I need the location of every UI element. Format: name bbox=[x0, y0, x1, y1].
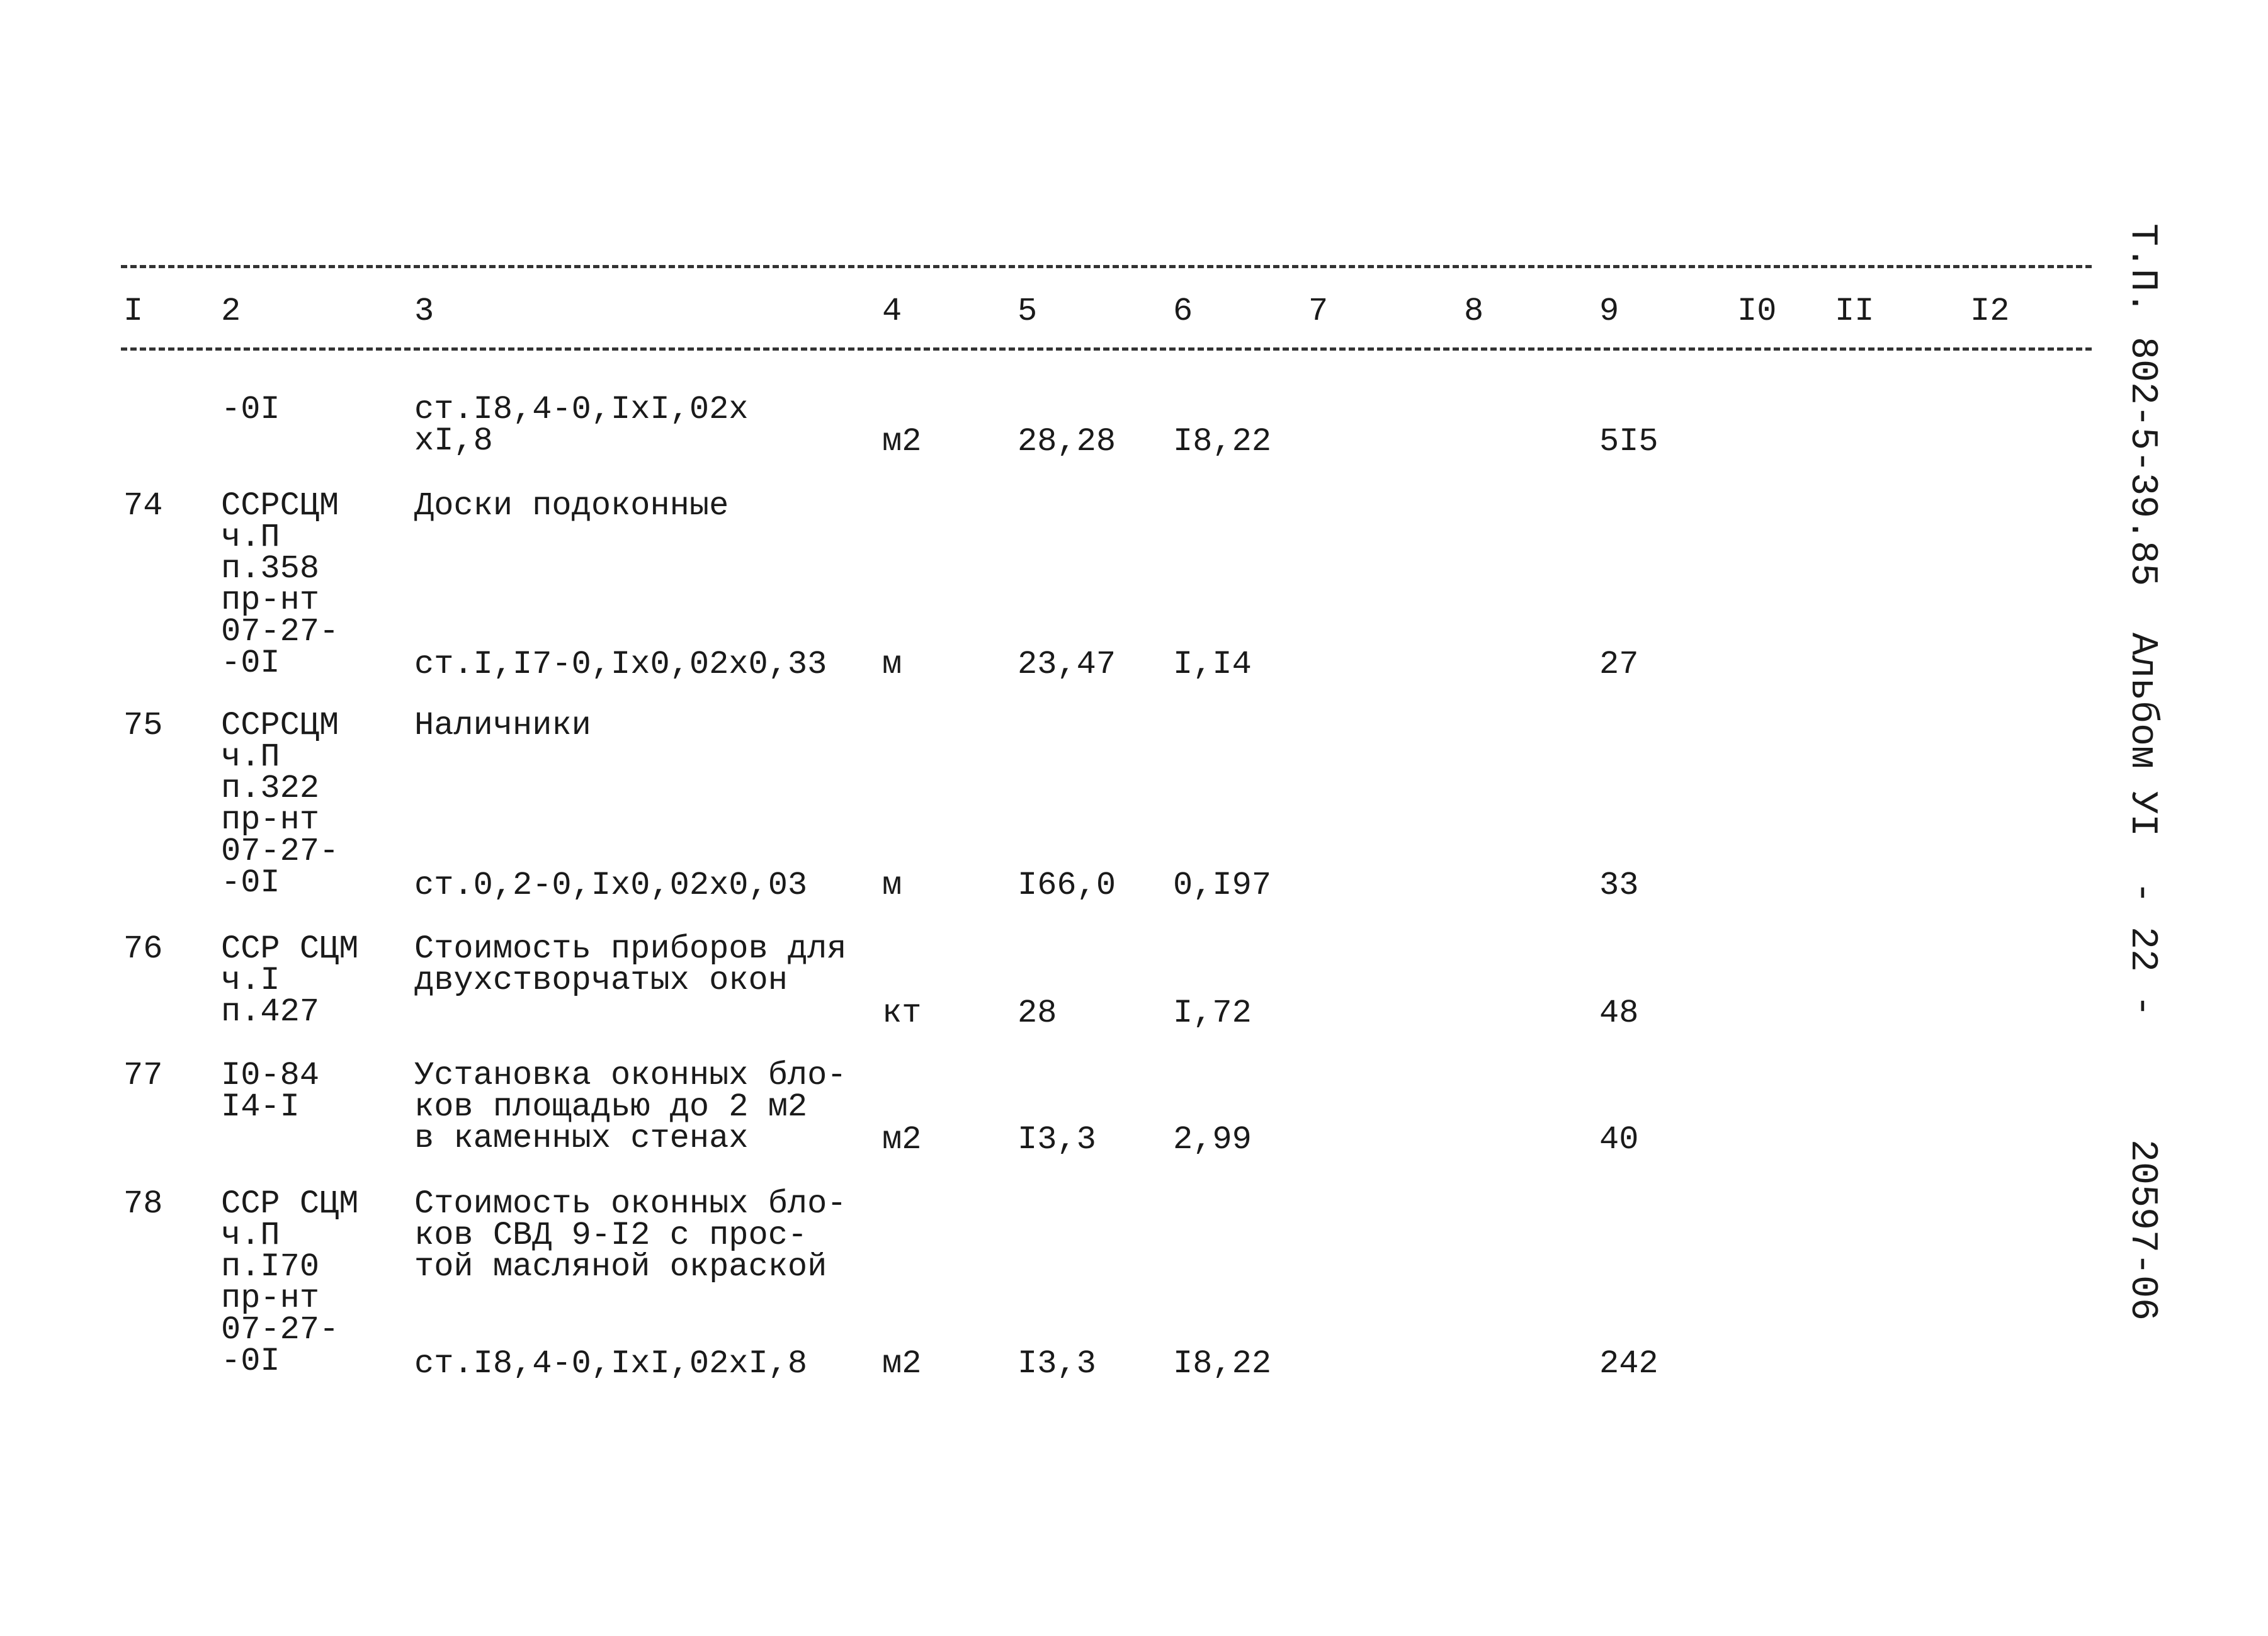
header-bottom-rule bbox=[121, 347, 2092, 351]
row-reference: ССР СЦМ ч.I п.427 bbox=[221, 930, 359, 1030]
row-unit-price: I,I4 bbox=[1173, 646, 1252, 683]
row-reference: ССРСЦМ ч.П п.358 пр-нт 07-27- -0I bbox=[221, 487, 339, 682]
row-description: Установка оконных бло- ков площадью до 2… bbox=[414, 1057, 847, 1157]
row-unit-price: I8,22 bbox=[1173, 1345, 1272, 1382]
row-quantity: I66,0 bbox=[1018, 867, 1116, 904]
row-quantity: I3,3 bbox=[1018, 1121, 1096, 1158]
col-header-2: 2 bbox=[221, 293, 241, 330]
col-header-8: 8 bbox=[1464, 293, 1484, 330]
row-total: 33 bbox=[1599, 867, 1639, 904]
margin-project-code: Т.П. 802-5-39.85 bbox=[2121, 223, 2163, 587]
row-number: 78 bbox=[123, 1185, 163, 1222]
col-header-7: 7 bbox=[1308, 293, 1329, 330]
row-specification: ст.I,I7-0,Ix0,02x0,33 bbox=[414, 646, 827, 683]
row-description: Наличники bbox=[414, 707, 591, 744]
row-number: 74 bbox=[123, 487, 163, 524]
margin-page-number: - 22 - bbox=[2121, 881, 2163, 1018]
margin-album: Альбом УI bbox=[2121, 633, 2163, 837]
row-quantity: 23,47 bbox=[1018, 646, 1116, 683]
row-description: Стоимость оконных бло- ков СВД 9-I2 с пр… bbox=[414, 1185, 847, 1285]
row-quantity: I3,3 bbox=[1018, 1345, 1096, 1382]
row-number: 76 bbox=[123, 930, 163, 967]
row-unit-price: 2,99 bbox=[1173, 1121, 1252, 1158]
row-specification: ст.I8,4-0,IxI,02xI,8 bbox=[414, 1345, 808, 1382]
col-header-3: 3 bbox=[414, 293, 434, 330]
row-total: 242 bbox=[1599, 1345, 1658, 1382]
row-specification: ст.I8,4-0,IxI,02x xI,8 bbox=[414, 391, 749, 460]
col-header-10: I0 bbox=[1737, 293, 1777, 330]
row-total: 48 bbox=[1599, 995, 1639, 1032]
row-total: 40 bbox=[1599, 1121, 1639, 1158]
col-header-11: II bbox=[1835, 293, 1874, 330]
row-specification: ст.0,2-0,Ix0,02x0,03 bbox=[414, 867, 808, 904]
col-header-12: I2 bbox=[1970, 293, 2010, 330]
col-header-6: 6 bbox=[1173, 293, 1193, 330]
row-unit: м2 bbox=[882, 1345, 922, 1382]
row-number: 75 bbox=[123, 707, 163, 744]
row-unit-price: I8,22 bbox=[1173, 423, 1272, 460]
col-header-1: I bbox=[123, 293, 144, 330]
row-unit-price: I,72 bbox=[1173, 995, 1252, 1032]
row-reference: ССР СЦМ ч.П п.I70 пр-нт 07-27- -0I bbox=[221, 1185, 359, 1380]
row-quantity: 28,28 bbox=[1018, 423, 1116, 460]
col-header-5: 5 bbox=[1018, 293, 1038, 330]
row-number: 77 bbox=[123, 1057, 163, 1094]
row-unit: м2 bbox=[882, 1121, 922, 1158]
col-header-4: 4 bbox=[882, 293, 902, 330]
row-unit: м bbox=[882, 646, 902, 683]
row-total: 27 bbox=[1599, 646, 1639, 683]
row-unit-price: 0,I97 bbox=[1173, 867, 1272, 904]
margin-document-number: 20597-06 bbox=[2121, 1139, 2163, 1321]
row-quantity: 28 bbox=[1018, 995, 1057, 1032]
row-reference: -0I bbox=[221, 391, 280, 428]
row-total: 5I5 bbox=[1599, 423, 1658, 460]
row-reference: ССРСЦМ ч.П п.322 пр-нт 07-27- -0I bbox=[221, 707, 339, 901]
header-top-rule bbox=[121, 265, 2092, 268]
col-header-9: 9 bbox=[1599, 293, 1619, 330]
row-unit: м bbox=[882, 867, 902, 904]
row-unit: кт bbox=[882, 995, 922, 1032]
row-reference: I0-84 I4-I bbox=[221, 1057, 320, 1125]
row-description: Стоимость приборов для двухстворчатых ок… bbox=[414, 930, 847, 999]
row-unit: м2 bbox=[882, 423, 922, 460]
row-description: Доски подоконные bbox=[414, 487, 729, 524]
